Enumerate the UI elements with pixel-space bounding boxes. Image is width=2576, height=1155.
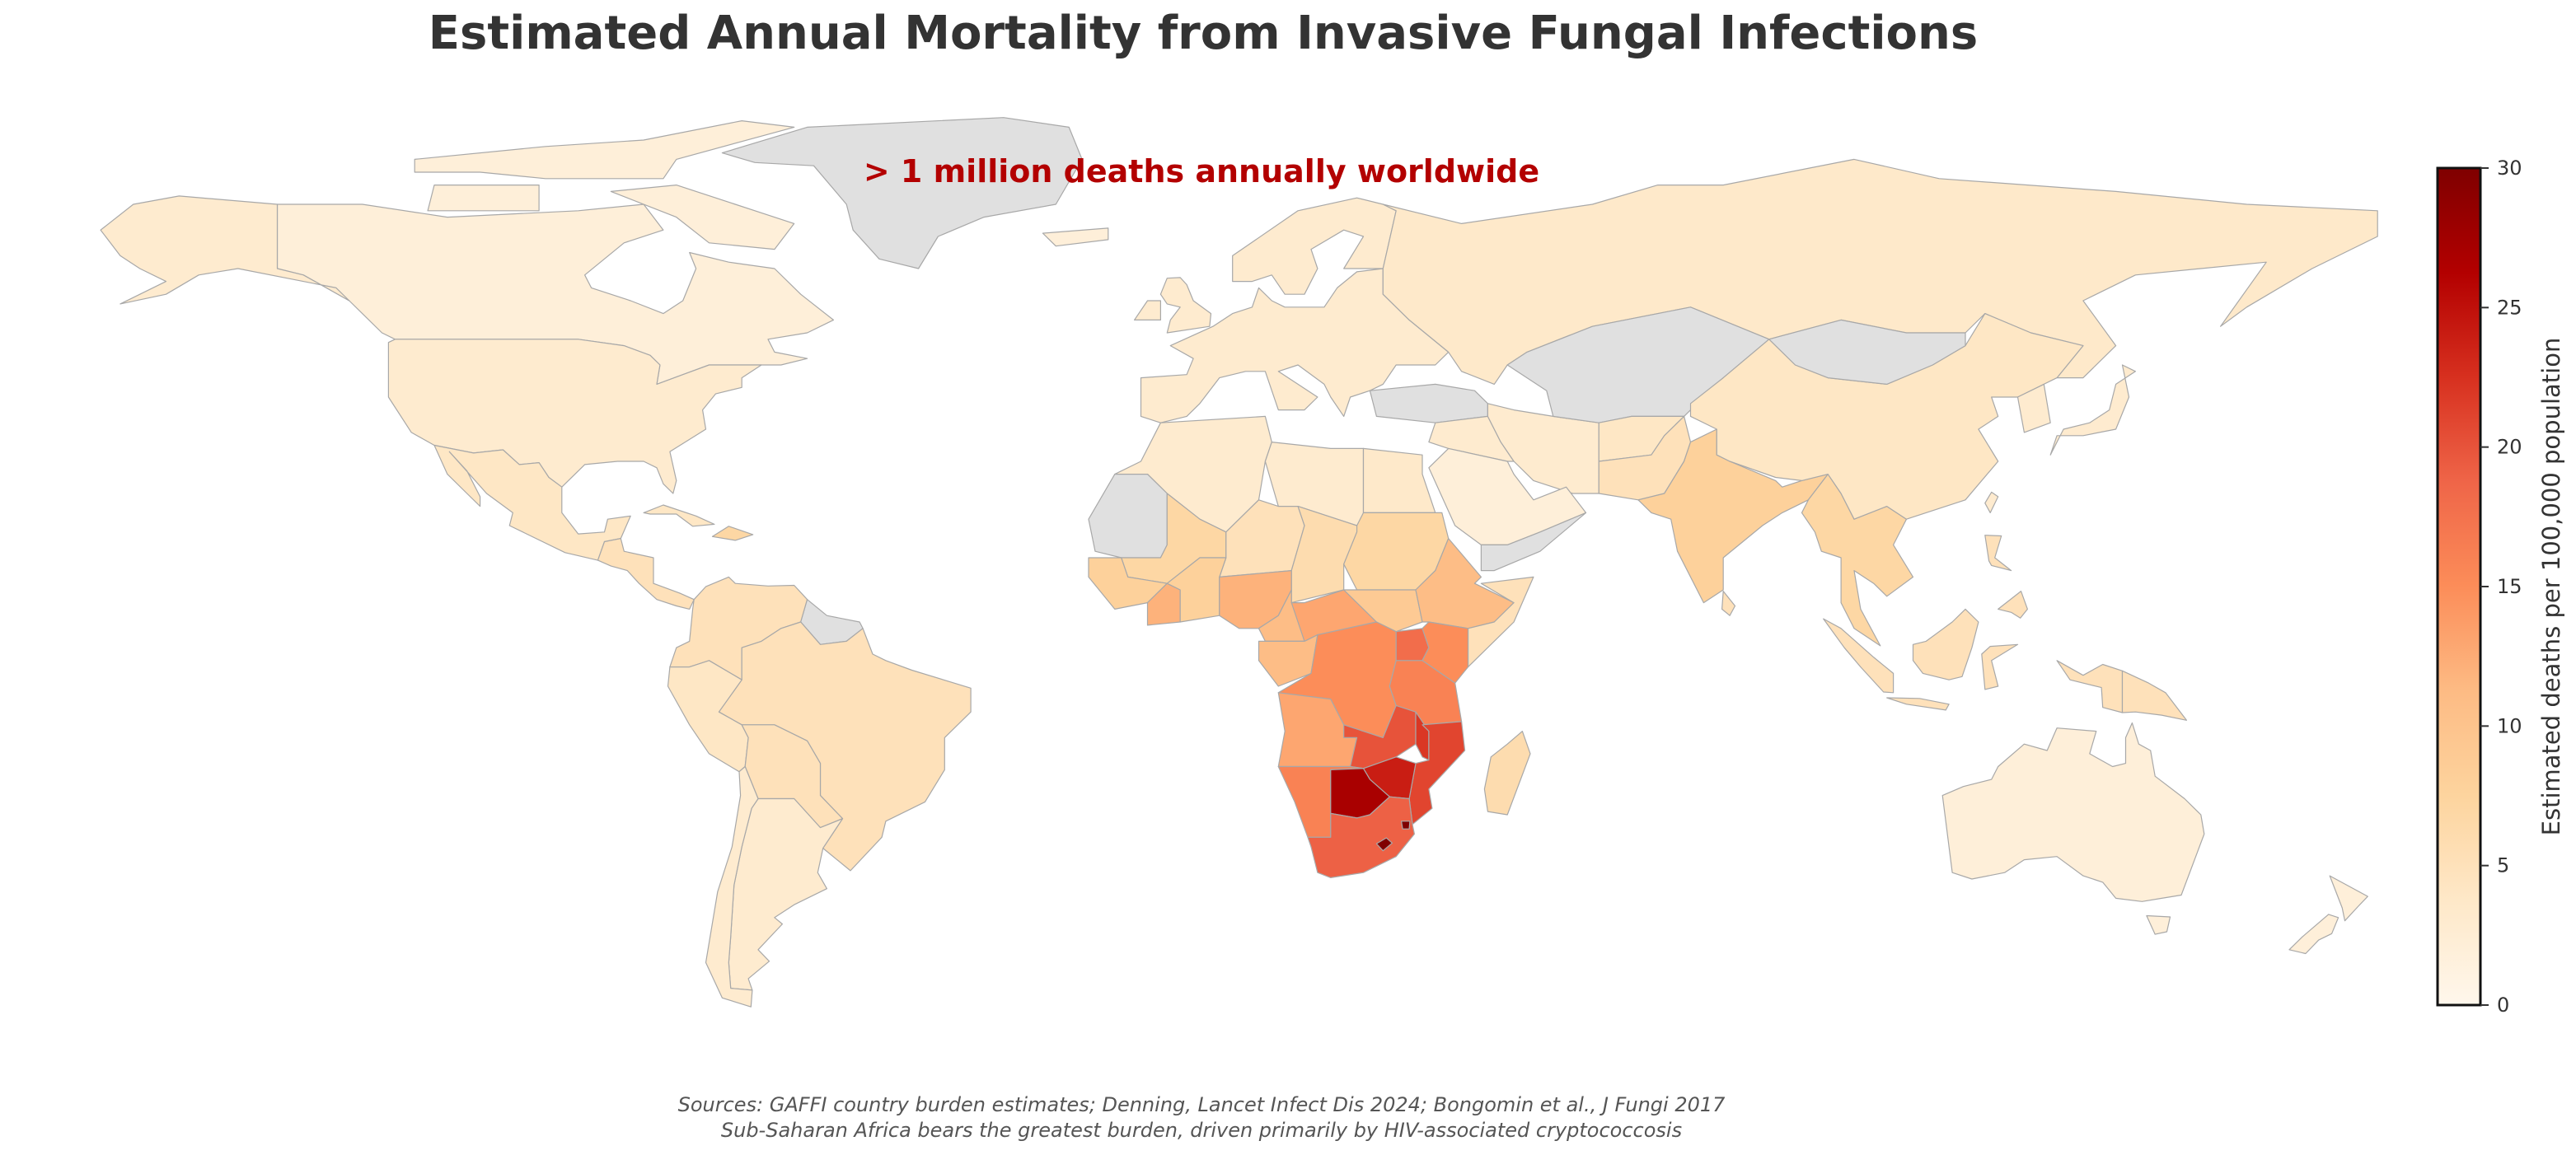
colorbar-tick-label: 20 — [2497, 436, 2522, 459]
country-europe: Europe — [1140, 268, 1450, 423]
country-eswatini: Eswatini — [1401, 821, 1411, 830]
country-arctic-canada: Arctic Canada — [414, 120, 795, 250]
country-japan: Japan — [2049, 364, 2136, 456]
country-cuba: Cuba — [643, 504, 715, 527]
country-yemen-oman: Yemen/Oman — [1480, 512, 1587, 572]
country-scandinavia: Scandinavia — [1232, 197, 1397, 295]
chart-title: Estimated Annual Mortality from Invasive… — [428, 7, 1979, 60]
country-united-kingdom: United Kingdom — [1159, 277, 1212, 334]
colorbar-gradient — [2436, 166, 2482, 1007]
country-papua-new-guinea: Papua New Guinea — [2121, 670, 2187, 721]
country-ireland: Ireland — [1134, 300, 1161, 320]
country-egypt: Egypt — [1362, 447, 1436, 513]
country-south-africa: South Africa — [1307, 796, 1415, 878]
country-hispaniola: Hispaniola — [711, 526, 754, 541]
colorbar-tick-label: 10 — [2497, 714, 2522, 737]
country-alaska: Alaska — [100, 195, 350, 305]
country-chile: Chile — [705, 765, 759, 1008]
colorbar-tick-label: 30 — [2497, 157, 2522, 180]
country-philippines: Philippines — [1984, 535, 2028, 619]
country-indonesia: Indonesia — [1823, 608, 2124, 713]
footer-sources-line: Sources: GAFFI country burden estimates;… — [677, 1093, 1726, 1116]
colorbar-tick-label: 25 — [2497, 296, 2522, 319]
colorbar-ticks: 0 5 10 15 20 25 30 — [2480, 157, 2522, 1017]
country-australia: Australia — [1941, 722, 2205, 935]
country-lesotho: Lesotho — [1375, 837, 1393, 852]
colorbar: 0 5 10 15 20 25 30 Estimated deaths per 100,00… — [2436, 157, 2565, 1017]
country-western-sahara-mauritania: Western Sahara/Mauritania — [1088, 474, 1168, 559]
colorbar-tick-label: 5 — [2497, 854, 2509, 877]
country-greenland: Greenland — [721, 117, 1083, 269]
colorbar-tick-label: 15 — [2497, 575, 2522, 598]
colorbar-tick-label: 0 — [2497, 994, 2509, 1017]
colorbar-label: Estimated deaths per 100,000 population — [2537, 338, 2565, 836]
country-central-america: Central America — [597, 538, 695, 610]
country-shapes: CanadaArctic CanadaAlaskaUnited StatesMe… — [100, 117, 2378, 1008]
country-taiwan: Taiwan — [1984, 491, 1999, 513]
country-kenya: Kenya — [1421, 621, 1469, 684]
country-mongolia: Mongolia — [1768, 319, 1966, 385]
country-turkey: Turkey — [1369, 383, 1488, 423]
country-arabian-peninsula: Arabian Peninsula — [1428, 447, 1587, 545]
country-korea: Korea — [2016, 383, 2051, 433]
footer-sources: Sources: GAFFI country burden estimates;… — [0, 1092, 2403, 1143]
country-new-zealand: New Zealand — [2288, 875, 2368, 955]
country-iran: Iran — [1487, 403, 1599, 494]
country-madagascar: Madagascar — [1483, 731, 1531, 816]
footer-note-line: Sub-Saharan Africa bears the greatest bu… — [720, 1119, 1683, 1142]
country-sri-lanka: Sri Lanka — [1721, 591, 1736, 616]
annotation-total-deaths: > 1 million deaths annually worldwide — [863, 153, 1540, 189]
country-iceland: Iceland — [1042, 227, 1109, 247]
